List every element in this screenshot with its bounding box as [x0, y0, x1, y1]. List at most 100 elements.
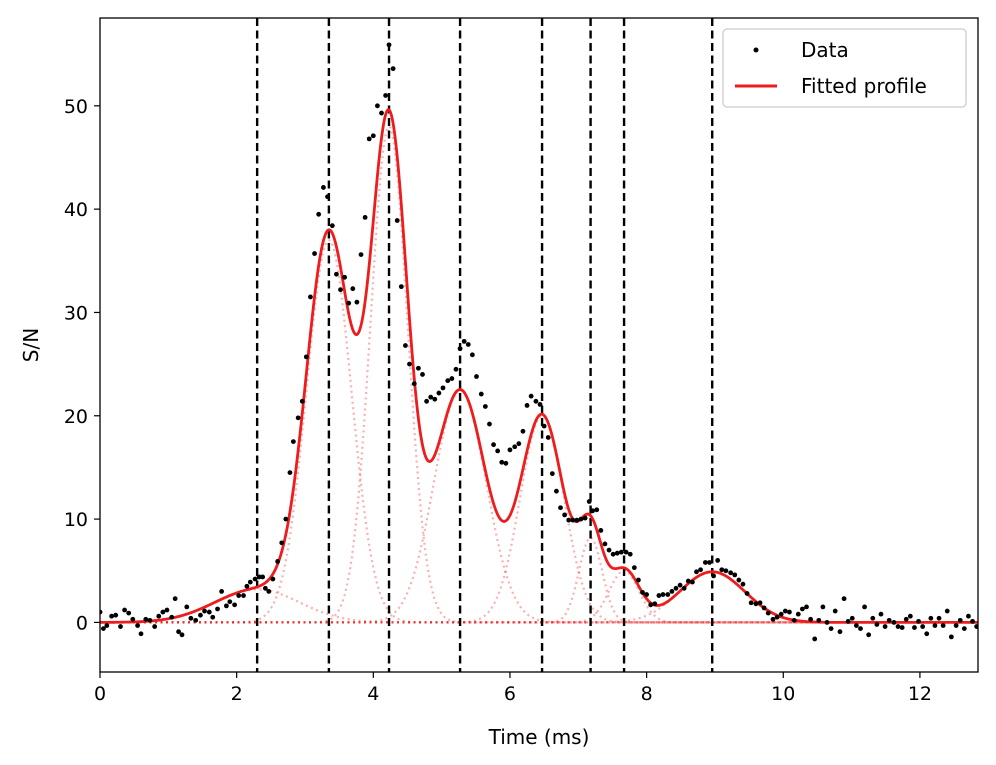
data-point	[440, 385, 446, 391]
data-point	[457, 346, 463, 352]
data-point	[283, 516, 289, 522]
data-point	[961, 626, 967, 632]
legend: Data Fitted profile	[722, 28, 967, 108]
fitted-profile-curve	[100, 108, 978, 624]
data-point	[541, 423, 547, 429]
data-point	[582, 515, 588, 521]
data-point	[719, 567, 725, 573]
data-point	[325, 194, 330, 200]
data-point	[256, 574, 262, 580]
data-point	[832, 608, 838, 614]
data-point	[878, 611, 884, 617]
data-point	[574, 517, 580, 523]
data-point	[748, 600, 754, 606]
data-point	[545, 435, 551, 440]
data-point	[370, 133, 376, 139]
x-tick-label: 4	[367, 683, 379, 705]
legend-box	[722, 28, 967, 108]
data-point	[321, 185, 326, 190]
data-point	[169, 614, 175, 620]
data-point	[736, 577, 742, 583]
data-point	[184, 604, 190, 610]
legend-data-marker	[753, 47, 759, 53]
data-point	[694, 569, 699, 575]
data-point	[862, 604, 867, 610]
data-point	[390, 66, 396, 72]
data-point	[685, 578, 691, 584]
data-point	[164, 607, 170, 613]
data-point	[903, 616, 909, 622]
data-point	[206, 609, 212, 615]
data-point	[549, 471, 555, 477]
data-point	[665, 592, 671, 597]
data-point	[891, 620, 897, 625]
data-point	[449, 376, 455, 381]
data-point	[882, 624, 888, 629]
component-curve-6	[100, 536, 978, 624]
data-point	[598, 528, 604, 533]
data-point	[924, 631, 930, 637]
data-point	[858, 626, 863, 632]
data-point	[491, 442, 496, 448]
data-point	[346, 300, 352, 306]
data-point	[244, 583, 250, 589]
data-point	[202, 608, 207, 614]
x-tick-label: 8	[641, 683, 653, 705]
x-tick-label: 2	[231, 683, 243, 705]
data-point	[570, 517, 576, 523]
data-point	[787, 609, 792, 615]
data-point	[179, 632, 185, 638]
data-point	[227, 599, 233, 605]
data-point	[403, 343, 408, 348]
data-point	[757, 600, 763, 606]
data-point	[702, 560, 708, 565]
x-tick-label: 10	[771, 683, 795, 705]
data-point	[130, 616, 136, 622]
data-point	[299, 398, 305, 404]
data-point	[761, 605, 767, 611]
data-point	[936, 615, 942, 621]
data-point	[912, 625, 917, 630]
data-point	[316, 211, 322, 217]
data-point	[436, 390, 442, 396]
data-point	[928, 615, 934, 621]
data-point	[295, 415, 301, 421]
data-point	[698, 567, 703, 573]
data-point	[689, 579, 695, 585]
data-point	[516, 441, 522, 447]
data-point	[287, 470, 293, 475]
data-point	[241, 593, 246, 598]
data-point	[507, 447, 513, 453]
y-tick-label: 0	[76, 612, 88, 634]
data-point	[791, 617, 797, 623]
component-curve-5	[100, 414, 978, 624]
component-curve-2	[100, 239, 978, 624]
data-point	[800, 606, 805, 612]
data-point	[966, 613, 971, 619]
data-point	[338, 287, 343, 293]
data-point	[728, 570, 734, 576]
data-point	[453, 366, 459, 372]
data-point	[765, 610, 771, 616]
data-point	[461, 338, 467, 344]
data-point	[236, 593, 242, 598]
data-point	[383, 93, 389, 98]
data-point	[266, 589, 272, 594]
data-point	[143, 616, 149, 622]
data-point	[386, 42, 392, 48]
data-point	[275, 559, 281, 564]
data-point	[308, 294, 313, 300]
data-point	[147, 617, 153, 623]
data-point	[219, 589, 225, 594]
data-point	[198, 612, 203, 618]
data-point	[342, 274, 348, 280]
legend-fit-label: Fitted profile	[801, 74, 927, 98]
data-point	[744, 591, 750, 596]
data-point	[944, 608, 950, 614]
data-point	[849, 615, 855, 621]
data-point	[614, 550, 620, 556]
data-point	[411, 381, 417, 387]
data-point	[528, 393, 534, 399]
data-point	[537, 402, 543, 407]
data-point	[606, 547, 612, 553]
